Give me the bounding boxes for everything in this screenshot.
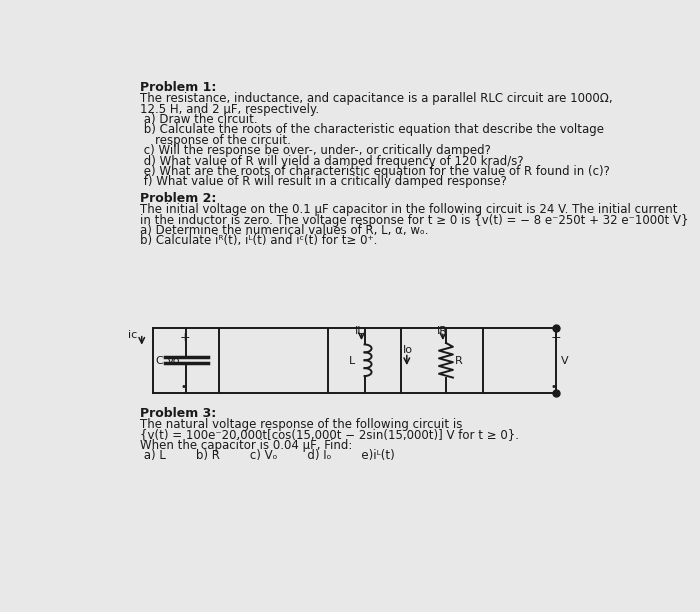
Text: L: L [349,356,356,366]
Text: {v(t) = 100e⁻20,000t[cos(15,000t − 2sin(15,000t)] V for t ≥ 0}.: {v(t) = 100e⁻20,000t[cos(15,000t − 2sin(… [140,428,519,441]
Text: +: + [550,330,561,343]
Text: a) L        b) R        c) Vₒ        d) Iₒ        e)iᴸ(t): a) L b) R c) Vₒ d) Iₒ e)iᴸ(t) [140,449,395,462]
Text: b) Calculate iᴿ(t), iᴸ(t) and iᶜ(t) for t≥ 0⁺.: b) Calculate iᴿ(t), iᴸ(t) and iᶜ(t) for … [140,234,377,247]
Text: response of the circuit.: response of the circuit. [140,134,291,147]
Text: in the inductor is zero. The voltage response for t ≥ 0 is {v(t) = − 8 e⁻250t + : in the inductor is zero. The voltage res… [140,214,689,226]
Text: 12.5 H, and 2 μF, respectively.: 12.5 H, and 2 μF, respectively. [140,103,319,116]
Text: b) Calculate the roots of the characteristic equation that describe the voltage: b) Calculate the roots of the characteri… [140,124,604,136]
Text: a) Draw the circuit.: a) Draw the circuit. [140,113,258,126]
Text: Problem 3:: Problem 3: [140,407,216,420]
Text: The resistance, inductance, and capacitance is a parallel RLC circuit are 1000Ω,: The resistance, inductance, and capacita… [140,92,612,105]
Text: f) What value of R will result in a critically damped response?: f) What value of R will result in a crit… [140,176,507,188]
Text: a) Determine the numerical values of R, L, α, wₒ.: a) Determine the numerical values of R, … [140,224,428,237]
Text: The initial voltage on the 0.1 μF capacitor in the following circuit is 24 V. Th: The initial voltage on the 0.1 μF capaci… [140,203,678,216]
Text: Vo: Vo [167,356,181,367]
Text: IL: IL [356,326,365,336]
Text: Problem 2:: Problem 2: [140,192,216,205]
Text: R: R [455,356,463,367]
Text: •: • [550,382,556,392]
Text: The natural voltage response of the following circuit is: The natural voltage response of the foll… [140,418,463,431]
Text: d) What value of R will yield a damped frequency of 120 krad/s?: d) What value of R will yield a damped f… [140,155,524,168]
Text: When the capacitor is 0.04 μF, Find:: When the capacitor is 0.04 μF, Find: [140,439,353,452]
Text: •: • [180,382,186,392]
Text: V: V [561,356,568,367]
Text: ic: ic [128,330,137,340]
Text: e) What are the roots of characteristic equation for the value of R found in (c): e) What are the roots of characteristic … [140,165,610,178]
Text: +: + [180,330,190,343]
Text: c) Will the response be over-, under-, or critically damped?: c) Will the response be over-, under-, o… [140,144,491,157]
Text: Problem 1:: Problem 1: [140,81,216,94]
Text: IR: IR [437,326,447,336]
Text: C: C [155,356,163,367]
Text: Io: Io [403,345,413,355]
